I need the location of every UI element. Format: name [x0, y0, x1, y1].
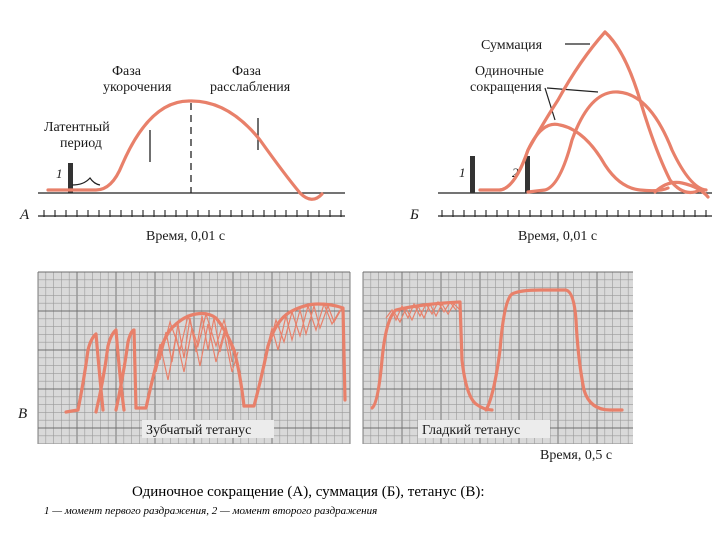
figure-caption-title: Одиночное сокращение (А), суммация (Б), …: [132, 484, 485, 500]
tail-curve: [653, 180, 710, 199]
panel-b-stimulus-bar-1: [470, 156, 475, 193]
panel-b: Б 1 2 Суммация Одиночные сокращения Врем…: [409, 30, 712, 244]
smooth-tetanus-label: Гладкий тетанус: [422, 423, 520, 438]
panel-a-letter: A: [19, 207, 30, 223]
panel-a-time-label: Время, 0,01 с: [146, 229, 225, 244]
panel-a-stimulus-bar: [68, 163, 73, 193]
panel-a: A 1 Латентный период Фаза укорочения Фаз…: [19, 64, 345, 244]
jagged-label-bg: [142, 420, 274, 438]
single-pointer-1: [544, 87, 556, 121]
summation-label: Суммация: [481, 38, 543, 53]
panel-a-stimulus-label: 1: [56, 166, 63, 181]
jagged-tetanus-label: Зубчатый тетанус: [146, 423, 251, 438]
shortening-phase-label-line2: укорочения: [103, 80, 172, 95]
single-twitch-curve: [46, 99, 324, 201]
panel-v-time-label: Время, 0,5 с: [540, 448, 612, 463]
relaxation-phase-label-line1: Фаза: [232, 64, 262, 79]
panel-b-stimulus-label-1: 1: [459, 165, 466, 180]
latent-period-bracket: [71, 177, 101, 186]
panel-b-ticks: [441, 210, 707, 217]
smooth-label-bg: [418, 420, 550, 438]
relaxation-phase-label-line2: расслабления: [210, 80, 291, 95]
panel-b-time-label: Время, 0,01 с: [518, 229, 597, 244]
panel-b-letter: Б: [409, 207, 419, 223]
single-contractions-label-line1: Одиночные: [475, 64, 544, 79]
latent-period-label-line2: период: [60, 136, 102, 151]
panel-v: В Зубчатый тетанус: [18, 271, 633, 463]
second-twitch-curve: [526, 90, 708, 194]
figure-caption-note: 1 — момент первого раздражения, 2 — моме…: [44, 505, 377, 517]
jagged-tetanus-traces: [64, 302, 347, 414]
jagged-grid-lines: [37, 271, 351, 444]
single-pointer-2: [546, 87, 599, 93]
panel-b-stimulus-bar-2: [525, 156, 530, 193]
latent-period-label-line1: Латентный: [44, 120, 110, 135]
smooth-tetanus-traces: [370, 288, 624, 412]
summation-curve: [498, 30, 702, 194]
panel-v-letter: В: [18, 406, 27, 422]
shortening-phase-label-line1: Фаза: [112, 64, 142, 79]
single-contractions-label-line2: сокращения: [470, 80, 542, 95]
panel-b-stimulus-label-2: 2: [512, 165, 519, 180]
panel-a-ticks: [43, 210, 342, 217]
